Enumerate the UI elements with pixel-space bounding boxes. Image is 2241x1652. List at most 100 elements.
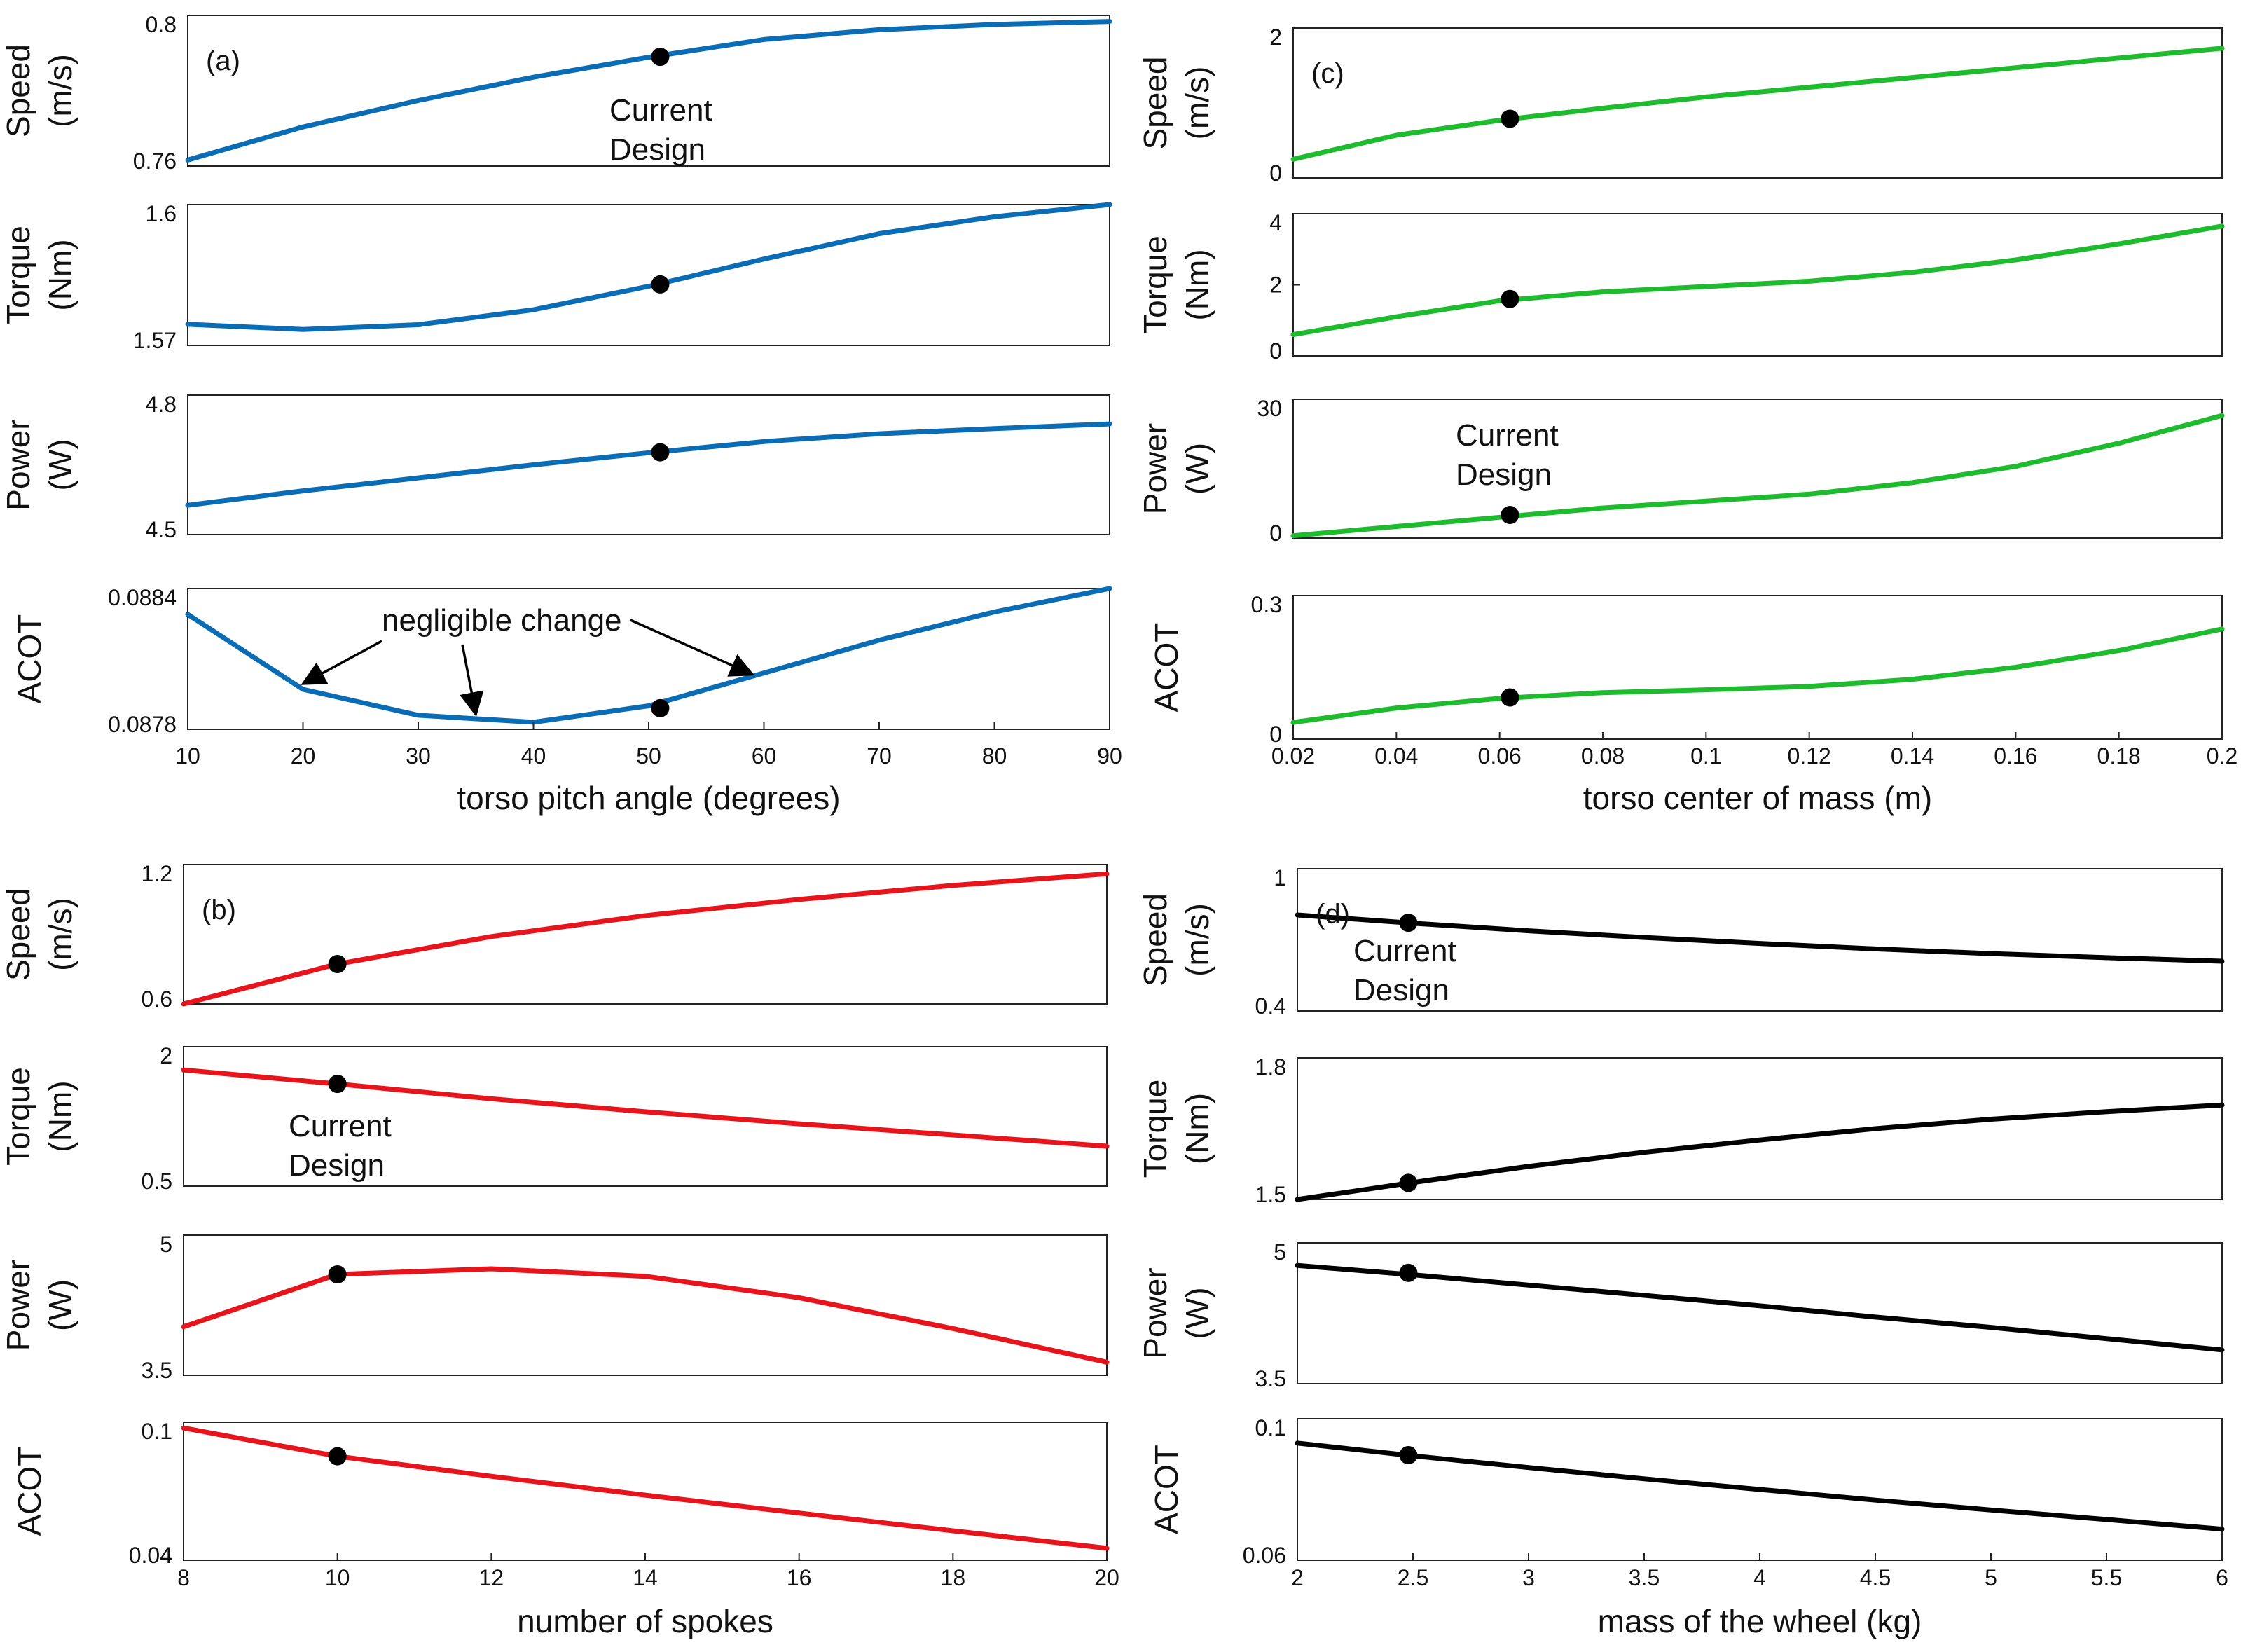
ylabel-line: (Nm) <box>42 1080 78 1152</box>
speed-current-design-marker <box>1399 914 1418 932</box>
panel-label: (a) <box>206 46 240 76</box>
acot-series-line <box>185 586 1112 725</box>
xtick-label: 10 <box>325 1565 350 1590</box>
speed-axes-frame <box>1297 868 2223 1012</box>
torque-ytick-label: 1.5 <box>1255 1182 1286 1207</box>
acot-ytick-label: 0.1 <box>142 1419 172 1444</box>
current-design-line: Design <box>289 1148 385 1183</box>
acot-series-line <box>1295 1440 2225 1532</box>
torque-series-line <box>1295 1102 2225 1202</box>
ylabel-line: ACOT <box>11 614 48 704</box>
subplot-speed: 0.8 0.76 Speed (m/s) <box>0 12 1112 174</box>
power-ytick-label: 5 <box>160 1232 172 1257</box>
torque-ytick-label: 0.5 <box>142 1169 172 1194</box>
speed-current-design-marker <box>1501 109 1519 128</box>
xtick-label: 10 <box>175 743 200 769</box>
ylabel-line: Torque <box>0 226 36 324</box>
xtick-label: 0.1 <box>1690 743 1721 769</box>
torque-axes-frame <box>1297 1057 2223 1200</box>
torque-ylabel: Torque (Nm) <box>0 1067 78 1166</box>
panel-label: (d) <box>1316 899 1350 930</box>
ylabel-line: (W) <box>1179 443 1215 495</box>
acot-current-design-marker <box>651 698 670 717</box>
current-design-line: Current <box>289 1109 392 1143</box>
power-axes-frame <box>1297 1242 2223 1384</box>
acot-ylabel: ACOT <box>11 614 48 704</box>
power-ytick-label: 30 <box>1257 396 1282 421</box>
panel-a: 0.8 0.76 Speed (m/s) 1.6 1.57 Torque (Nm) 4.8 4.5… <box>0 12 1122 816</box>
acot-ytick-label: 0 <box>1269 722 1282 747</box>
xtick-label: 0.16 <box>1994 743 2037 769</box>
ylabel-line: Speed <box>0 888 36 981</box>
xtick-label: 5 <box>1985 1565 1997 1590</box>
acot-ytick-label: 0.0878 <box>108 712 177 737</box>
torque-ylabel: Torque (Nm) <box>1137 235 1215 334</box>
speed-ytick-label: 2 <box>1269 25 1282 50</box>
current-design-line: Current <box>1456 418 1559 453</box>
xtick-label: 3.5 <box>1629 1565 1660 1590</box>
torque-current-design-marker <box>328 1075 347 1094</box>
current-design-label: Current Design <box>289 1109 392 1183</box>
power-ytick-label: 4.5 <box>146 517 177 542</box>
xtick-label: 20 <box>1094 1565 1119 1590</box>
power-series-line <box>1290 413 2225 539</box>
acot-axes-frame <box>1292 595 2223 740</box>
subplot-torque: 1.6 1.57 Torque (Nm) <box>0 201 1112 353</box>
speed-ytick-label: 1.2 <box>142 861 172 886</box>
current-design-label: Current Design <box>1456 418 1559 492</box>
acot-ytick-label: 0.1 <box>1255 1415 1286 1440</box>
xtick-label: 2.5 <box>1398 1565 1428 1590</box>
xtick-label: 0.04 <box>1374 743 1418 769</box>
torque-ytick-label: 1.6 <box>146 201 177 226</box>
power-axes-frame <box>183 1234 1108 1376</box>
acot-ytick-label: 0.06 <box>1243 1543 1286 1568</box>
subplot-torque: 4 2 0 Torque (Nm) <box>1137 210 2225 364</box>
xtick-label: 30 <box>406 743 431 769</box>
speed-ylabel: Speed (m/s) <box>1137 56 1215 149</box>
torque-ylabel: Torque (Nm) <box>1137 1080 1215 1178</box>
torque-ytick-label: 0 <box>1269 338 1282 364</box>
current-design-line: Design <box>1353 973 1449 1007</box>
speed-current-design-marker <box>328 954 347 973</box>
x-axis-label: mass of the wheel (kg) <box>1598 1603 1922 1639</box>
xtick-label: 4.5 <box>1860 1565 1891 1590</box>
torque-ytick-label: 2 <box>1269 273 1282 298</box>
xtick-label: 6 <box>2216 1565 2228 1590</box>
power-ytick-label: 3.5 <box>142 1358 172 1383</box>
xtick-label: 20 <box>291 743 316 769</box>
xtick-label: 40 <box>521 743 546 769</box>
negligible-change-arrow <box>630 619 755 677</box>
torque-series-line <box>1290 223 2225 338</box>
subplot-speed: 2 0 Speed (m/s) <box>1137 25 2225 186</box>
xtick-label: 2 <box>1291 1565 1304 1590</box>
xtick-label: 0.18 <box>2097 743 2141 769</box>
power-ylabel: Power (W) <box>1137 1267 1215 1358</box>
ylabel-line: (Nm) <box>1179 1093 1215 1164</box>
xtick-label: 50 <box>636 743 661 769</box>
subplot-power: 30 0 Power (W) <box>1137 396 2225 546</box>
acot-axes-frame <box>183 1422 1108 1561</box>
subplot-torque: 2 0.5 Torque (Nm) <box>0 1043 1110 1194</box>
ylabel-line: Torque <box>0 1067 36 1166</box>
power-current-design-marker <box>651 443 670 462</box>
speed-ylabel: Speed (m/s) <box>0 44 78 137</box>
power-ytick-label: 3.5 <box>1255 1366 1286 1391</box>
xtick-label: 14 <box>633 1565 658 1590</box>
speed-ylabel: Speed (m/s) <box>1137 893 1215 986</box>
current-design-line: Current <box>609 93 712 128</box>
panel-label: (b) <box>202 895 236 925</box>
speed-axes-frame <box>183 864 1108 1005</box>
speed-series-line <box>185 19 1112 163</box>
x-axis-label: number of spokes <box>517 1603 773 1639</box>
ylabel-line: ACOT <box>11 1447 48 1536</box>
speed-ytick-label: 0 <box>1269 160 1282 186</box>
torque-current-design-marker <box>1501 289 1519 308</box>
ylabel-line: (m/s) <box>1179 67 1215 140</box>
power-ytick-label: 0 <box>1269 521 1282 546</box>
acot-series-line <box>181 1425 1110 1551</box>
xtick-label: 60 <box>752 743 777 769</box>
acot-ylabel: ACOT <box>11 1447 48 1536</box>
speed-series-line <box>1295 912 2225 964</box>
torque-ytick-label: 2 <box>160 1043 172 1068</box>
